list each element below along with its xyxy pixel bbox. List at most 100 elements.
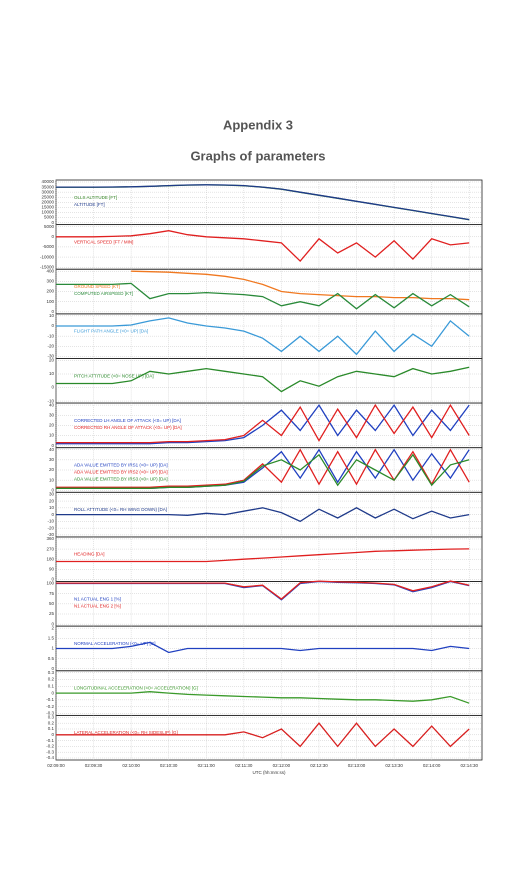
y-tick-label: 0 xyxy=(51,690,54,695)
series-line xyxy=(56,722,470,748)
series-label: VERTICAL SPEED [FT / MIN] xyxy=(74,239,133,244)
y-tick-label: 50 xyxy=(49,601,55,606)
series-line xyxy=(56,548,470,563)
y-tick-label: 25000 xyxy=(41,194,54,199)
series-line xyxy=(56,507,470,523)
y-tick-label: 10 xyxy=(49,371,55,376)
y-tick-label: -0.3 xyxy=(46,711,54,716)
y-tick-label: 0 xyxy=(51,512,54,517)
page-title: Appendix 3 xyxy=(223,117,293,132)
series-label: CORRECTED LH ANGLE OF ATTACK (<0= UP) [D… xyxy=(74,418,181,423)
x-tick-label: 02:14:30 xyxy=(460,763,478,768)
y-tick-label: 5000 xyxy=(44,224,55,229)
y-tick-label: 20 xyxy=(49,498,55,503)
x-tick-label: 02:14:00 xyxy=(423,763,441,768)
y-tick-label: 0 xyxy=(51,309,54,314)
y-tick-label: 180 xyxy=(46,556,54,561)
y-tick-label: 100 xyxy=(46,299,54,304)
y-tick-label: -0.3 xyxy=(46,749,54,754)
y-tick-label: -0.1 xyxy=(46,697,54,702)
y-tick-label: 10 xyxy=(49,313,55,318)
y-tick-label: 30 xyxy=(49,491,55,496)
series-line xyxy=(56,184,470,221)
series-label: GROUND SPEED [KT] xyxy=(74,284,120,289)
y-tick-label: -30 xyxy=(47,532,54,537)
x-tick-label: 02:09:30 xyxy=(85,763,103,768)
x-tick-label: 02:13:00 xyxy=(348,763,366,768)
y-tick-label: 2 xyxy=(51,625,54,630)
y-tick-label: -5000 xyxy=(42,244,54,249)
series-line xyxy=(56,403,470,445)
y-tick-label: -30 xyxy=(47,354,54,359)
y-tick-label: -10 xyxy=(47,333,54,338)
panel-frame xyxy=(55,714,483,761)
y-tick-label: 0.2 xyxy=(48,720,55,725)
x-axis-label: UTC (hh:mm:ss) xyxy=(253,770,287,775)
y-tick-label: 25 xyxy=(49,611,55,616)
series-label: ADA VALUE EMITTED BY IRS2 (<0= UP) [DA] xyxy=(74,469,168,474)
y-tick-label: 0 xyxy=(51,220,54,225)
y-tick-label: 0.2 xyxy=(48,677,55,682)
y-tick-label: 20000 xyxy=(41,199,54,204)
y-tick-label: -20 xyxy=(47,343,54,348)
series-label: N1 ACTUAL ENG 1 [%] xyxy=(74,596,121,601)
y-tick-label: -0.2 xyxy=(46,744,54,749)
y-tick-label: 1.5 xyxy=(48,635,55,640)
y-tick-label: 1 xyxy=(51,646,54,651)
y-tick-label: 30000 xyxy=(41,189,54,194)
y-tick-label: -10000 xyxy=(40,254,55,259)
series-label: N1 ACTUAL ENG 2 [%] xyxy=(74,603,121,608)
y-tick-label: 100 xyxy=(46,581,54,586)
y-tick-label: 0 xyxy=(51,732,54,737)
series-label: HEADING [DA] xyxy=(74,552,105,557)
series-label: NORMAL ACCELERATION (<0= UP) [G] xyxy=(74,641,156,646)
x-tick-label: 02:11:00 xyxy=(198,763,216,768)
x-tick-label: 02:12:00 xyxy=(273,763,291,768)
y-tick-label: 40 xyxy=(49,402,55,407)
series-label: FLIGHT PATH ANGLE (<0= UP) [DA] xyxy=(74,329,148,334)
series-line xyxy=(56,230,470,263)
y-tick-label: 0 xyxy=(51,385,54,390)
x-tick-label: 02:09:00 xyxy=(47,763,65,768)
y-tick-label: 0 xyxy=(51,666,54,671)
y-tick-label: 0 xyxy=(51,487,54,492)
series-label: LATERAL ACCELERATION (<0= RH SIDESLIP) [… xyxy=(74,730,178,735)
x-tick-label: 02:10:00 xyxy=(122,763,140,768)
y-tick-label: 10 xyxy=(49,477,55,482)
series-label: ADA VALUE EMITTED BY IRS1 (<0= UP) [DA] xyxy=(74,462,168,467)
y-tick-label: 0.5 xyxy=(48,656,55,661)
y-tick-label: 40 xyxy=(49,447,55,452)
y-tick-label: 40000 xyxy=(41,179,54,184)
y-tick-label: 30 xyxy=(49,457,55,462)
y-tick-label: -15000 xyxy=(40,264,55,269)
x-tick-label: 02:12:30 xyxy=(310,763,328,768)
y-tick-label: -20 xyxy=(47,525,54,530)
page-subtitle: Graphs of parameters xyxy=(190,148,325,163)
panel-frame xyxy=(55,358,483,404)
series-line xyxy=(131,270,470,301)
y-tick-label: 90 xyxy=(49,567,55,572)
y-tick-label: 270 xyxy=(46,546,54,551)
series-line xyxy=(56,580,470,600)
series-label: LONGITUDINAL ACCELERATION (<0= ACCELERAT… xyxy=(74,686,198,691)
series-label: ADA VALUE EMITTED BY IRS3 (<0= UP) [DA] xyxy=(74,476,168,481)
y-tick-label: 0 xyxy=(51,323,54,328)
series-label: OLLS ALTITUDE [FT] xyxy=(74,195,117,200)
y-tick-label: 0.3 xyxy=(48,715,55,720)
y-tick-label: 10 xyxy=(49,505,55,510)
series-label: PITCH ATTITUDE (<0= NOSE UP) [DA] xyxy=(74,373,154,378)
y-tick-label: 20 xyxy=(49,467,55,472)
y-tick-label: -10 xyxy=(47,398,54,403)
series-label: CORRECTED RH ANGLE OF ATTACK (<0= UP) [D… xyxy=(74,425,182,430)
y-tick-label: -10 xyxy=(47,519,54,524)
y-tick-label: -0.1 xyxy=(46,738,54,743)
y-tick-label: 30 xyxy=(49,412,55,417)
series-label: ROLL ATTITUDE (<0= RH WING DOWN) [DA] xyxy=(74,507,167,512)
y-tick-label: 360 xyxy=(46,536,54,541)
series-line xyxy=(56,641,470,654)
x-tick-label: 02:11:30 xyxy=(235,763,253,768)
series-label: ALTITUDE [FT] xyxy=(74,202,105,207)
y-tick-label: -0.2 xyxy=(46,704,54,709)
y-tick-label: 200 xyxy=(46,289,54,294)
y-tick-label: 5000 xyxy=(44,215,55,220)
